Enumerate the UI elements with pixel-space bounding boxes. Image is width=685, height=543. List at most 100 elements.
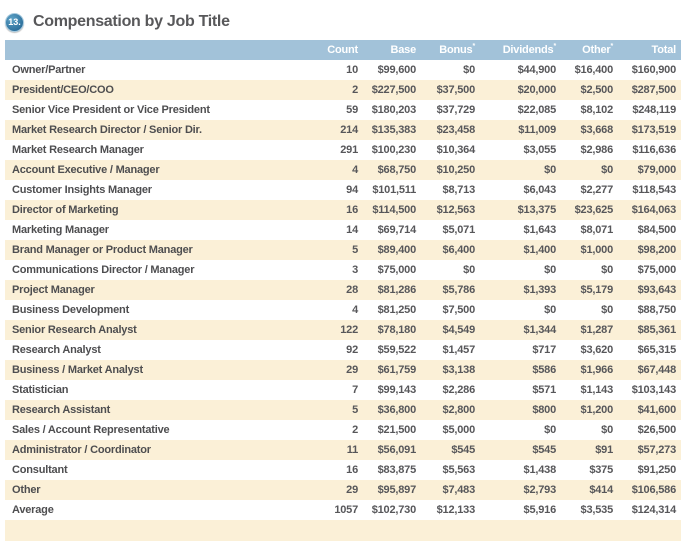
column-header-label: Total [651,44,677,56]
cell-dividends: $800 [532,404,556,416]
table-row: Market Research Manager 291 $100,230 $10,36… [5,140,681,160]
cell-other: $91 [595,444,613,456]
table-footer-strip [5,520,681,541]
cell-base: $135,383 [371,124,416,136]
figure-number-badge: 13. [5,12,24,32]
cell-bonus: $10,364 [436,144,476,156]
cell-total: $98,200 [637,244,677,256]
table-header: Count Base Bonus* Dividends* Other* Total [5,40,681,60]
cell-count: 122 [340,324,358,336]
table-row: Account Executive / Manager 4 $68,750 $10,2… [5,160,681,180]
cell-count: 16 [346,464,358,476]
cell-count: 14 [346,224,358,236]
cell-count: 11 [346,444,358,456]
cell-base: $99,143 [377,384,417,396]
cell-dividends: $6,043 [523,184,557,196]
cell-dividends: $0 [544,164,556,176]
compensation-table: Count Base Bonus* Dividends* Other* Total Own… [5,40,681,520]
table-row: Statistician 7 $99,143 $2,286 $571 $1,143 $103… [5,380,681,400]
cell-base: $68,750 [377,164,417,176]
cell-title: Director of Marketing [12,204,119,216]
cell-title: Owner/Partner [12,64,86,76]
cell-count: 4 [352,304,358,316]
cell-dividends: $13,375 [517,204,557,216]
cell-other: $3,535 [580,504,614,516]
cell-bonus: $7,483 [442,484,476,496]
cell-dividends: $586 [532,364,556,376]
cell-bonus: $0 [463,64,475,76]
table-row: Research Analyst 92 $59,522 $1,457 $717 $3,62… [5,340,681,360]
cell-total: $26,500 [637,424,677,436]
cell-count: 10 [346,64,358,76]
cell-count: 28 [346,284,358,296]
cell-title: Sales / Account Representative [12,424,170,436]
table-row: Owner/Partner 10 $99,600 $0 $44,900 $16,400 $1… [5,60,681,80]
cell-title: Project Manager [12,284,95,296]
cell-dividends: $571 [532,384,556,396]
cell-bonus: $7,500 [442,304,476,316]
cell-title: Market Research Manager [12,144,144,156]
column-header-label: Other [582,44,611,56]
table-row: Customer Insights Manager 94 $101,511 $8,71… [5,180,681,200]
cell-bonus: $8,713 [442,184,476,196]
cell-title: Administrator / Coordinator [12,444,151,456]
cell-title: Account Executive / Manager [12,164,160,176]
cell-other: $1,966 [580,364,614,376]
cell-total: $248,119 [632,104,676,116]
cell-dividends: $0 [544,424,556,436]
cell-dividends: $545 [532,444,556,456]
cell-bonus: $1,457 [442,344,476,356]
cell-count: 92 [346,344,358,356]
cell-title: Brand Manager or Product Manager [12,244,193,256]
table-header-row: Count Base Bonus* Dividends* Other* Total [5,40,681,60]
cell-dividends: $3,055 [523,144,557,156]
cell-base: $81,250 [377,304,417,316]
table-row: Sales / Account Representative 2 $21,500 $5… [5,420,681,440]
cell-dividends: $22,085 [517,104,557,116]
column-header-label: Dividends [502,44,554,56]
cell-dividends: $0 [544,304,556,316]
table-row: Communications Director / Manager 3 $75,00… [5,260,681,280]
cell-base: $227,500 [371,84,416,96]
table-row: Senior Research Analyst 122 $78,180 $4,549 $… [5,320,681,340]
figure-header: 13. Compensation by Job Title [0,0,685,40]
cell-bonus: $23,458 [436,124,476,136]
cell-count: 291 [340,144,358,156]
cell-total: $85,361 [637,324,677,336]
cell-dividends: $11,009 [518,124,556,136]
cell-count: 1057 [334,504,358,516]
cell-count: 16 [346,204,358,216]
footnote-marker: * [553,43,556,50]
cell-bonus: $37,729 [436,104,476,116]
cell-base: $59,522 [377,344,417,356]
cell-other: $8,102 [580,104,614,116]
cell-base: $89,400 [377,244,417,256]
cell-base: $36,800 [377,404,417,416]
cell-base: $101,511 [372,184,416,196]
column-header-label: Count [327,44,358,56]
cell-count: 214 [340,124,358,136]
table-body: Owner/Partner 10 $99,600 $0 $44,900 $16,400 $1… [5,60,681,520]
column-header-other: Other* [561,40,618,60]
cell-count: 59 [346,104,358,116]
table-row: Brand Manager or Product Manager 5 $89,400… [5,240,681,260]
table-row: Senior Vice President or Vice President 5… [5,100,681,120]
table-row: Business Development 4 $81,250 $7,500 $0 $0 $8… [5,300,681,320]
cell-bonus: $5,000 [442,424,476,436]
cell-title: Communications Director / Manager [12,264,195,276]
cell-dividends: $2,793 [523,484,557,496]
cell-dividends: $44,900 [517,64,557,76]
cell-bonus: $5,563 [442,464,476,476]
cell-other: $375 [589,464,613,476]
cell-dividends: $5,916 [523,504,557,516]
column-header-base: Base [363,40,421,60]
cell-title: Business / Market Analyst [12,364,143,376]
cell-other: $1,000 [580,244,614,256]
cell-total: $84,500 [637,224,677,236]
cell-other: $0 [601,424,613,436]
table-row: Business / Market Analyst 29 $61,759 $3,138… [5,360,681,380]
cell-bonus: $6,400 [442,244,476,256]
footnote-marker: * [472,43,475,50]
cell-bonus: $2,800 [442,404,476,416]
column-header-bonus: Bonus* [421,40,480,60]
